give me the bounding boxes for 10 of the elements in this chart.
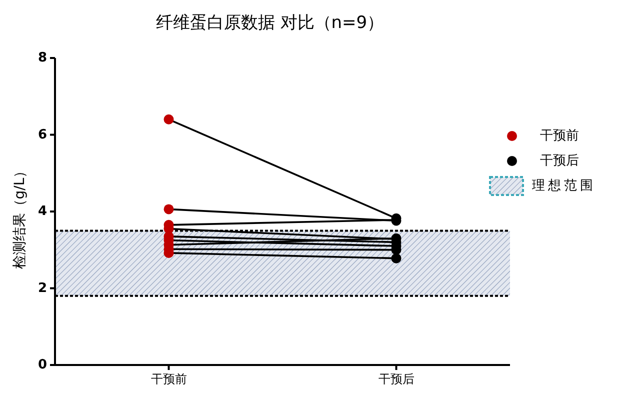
- legend-label: 干预前: [540, 128, 579, 144]
- y-tick-label: 8: [38, 50, 47, 66]
- y-axis-title: 检测结果（g/L）: [12, 164, 28, 270]
- legend-label: 干预后: [540, 154, 579, 168]
- y-tick-label: 2: [38, 280, 47, 296]
- legend-label: 理想范围: [532, 178, 596, 194]
- y-tick-label: 4: [38, 204, 47, 219]
- y-tick-label: 0: [38, 358, 47, 372]
- y-tick-label: 6: [38, 127, 47, 142]
- chart-title: 纤维蛋白原数据 对比（n=9）: [156, 13, 384, 33]
